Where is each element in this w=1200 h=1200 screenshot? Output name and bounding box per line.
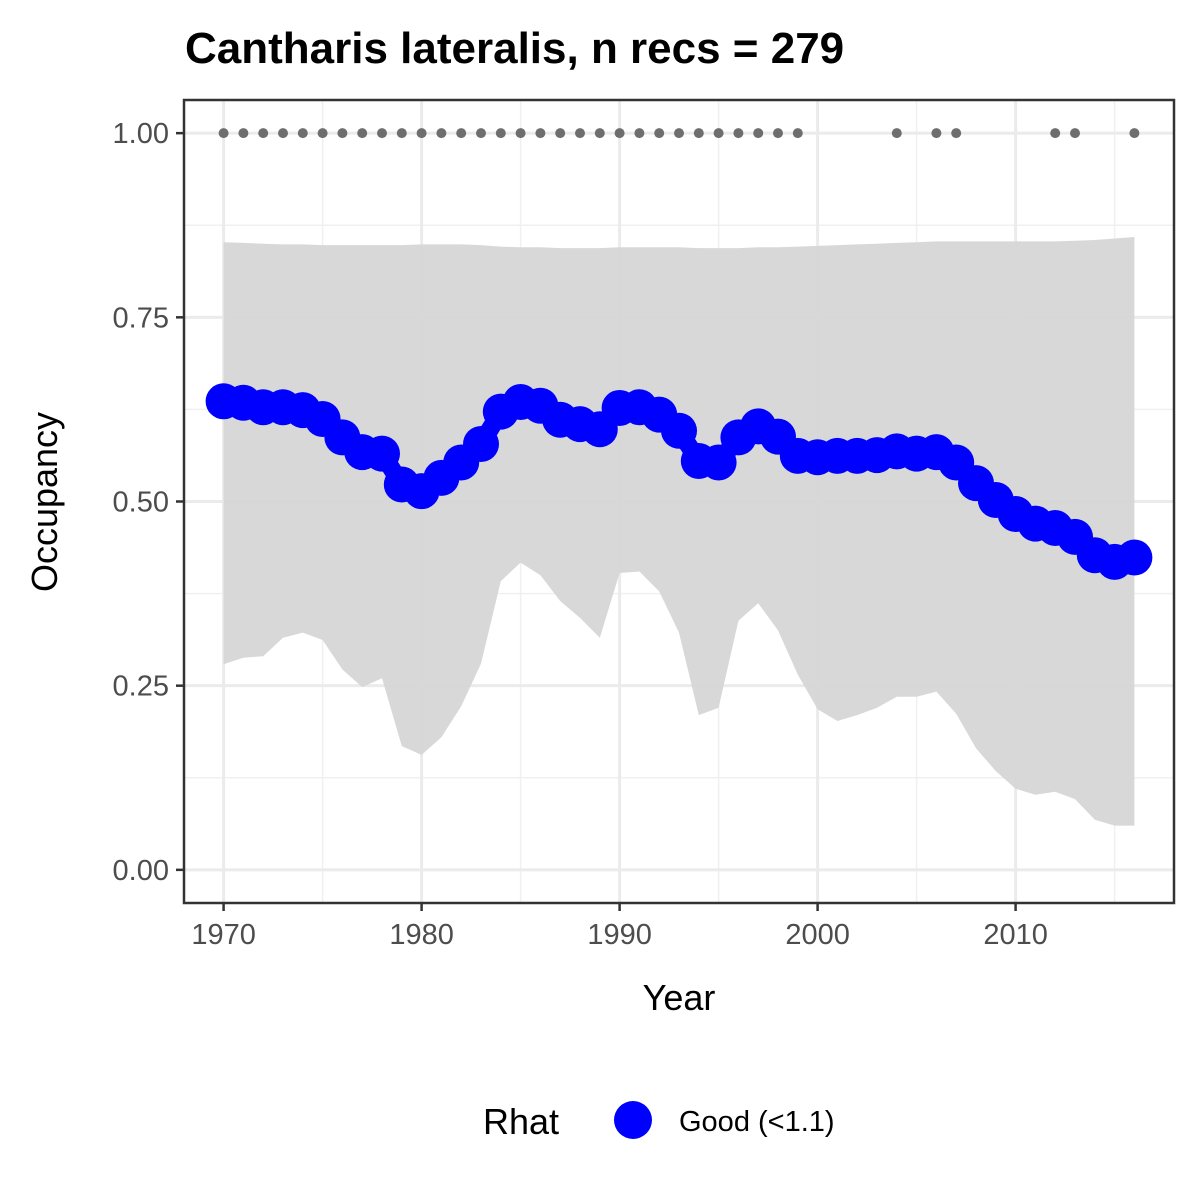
record-point [733,128,744,139]
record-point [317,128,328,139]
record-point [337,128,348,139]
legend-key-good [614,1101,652,1139]
chart-title: Cantharis lateralis, n recs = 279 [185,24,844,73]
y-tick-label: 0.75 [113,302,169,334]
record-point [594,128,605,139]
y-tick-label: 0.00 [113,855,169,887]
x-tick-label: 1990 [587,919,652,951]
record-point [258,128,269,139]
record-point [773,128,783,139]
y-tick-label: 1.00 [113,118,169,150]
occupancy-point [661,412,697,449]
record-point [931,128,942,139]
record-point [495,128,506,139]
record-point [535,128,546,139]
record-point [555,128,566,139]
record-point [396,128,407,139]
record-point [792,128,803,139]
y-axis-title: Occupancy [24,412,65,592]
record-point [674,128,684,139]
record-point [713,128,724,139]
x-axis-title: Year [643,977,716,1018]
record-point [416,128,427,139]
occupancy-point [463,426,499,463]
record-point [476,128,486,139]
plot-panel [182,98,1176,905]
x-axis: 1970 1980 1990 2000 2010 [191,903,1048,951]
record-point [377,128,387,139]
occupancy-point [364,435,400,472]
record-point [297,128,308,139]
legend: Rhat Good (<1.1) [483,1101,835,1142]
record-point [515,128,526,139]
legend-label-good: Good (<1.1) [679,1106,835,1138]
x-tick-label: 1980 [389,919,454,951]
record-point [634,128,645,139]
x-tick-label: 2010 [983,919,1048,951]
record-point [693,128,704,139]
record-point [1129,128,1140,139]
occupancy-point [1116,539,1153,576]
record-point [238,128,249,139]
record-point [614,128,625,139]
record-point [218,128,229,139]
y-axis: 0.00 0.25 0.50 0.75 1.00 [113,118,184,887]
record-point [456,128,467,139]
record-point [753,128,764,139]
occupancy-point [700,444,737,481]
record-point [1070,128,1080,139]
legend-title: Rhat [483,1101,559,1142]
x-tick-label: 1970 [191,919,256,951]
x-tick-label: 2000 [785,919,850,951]
y-tick-label: 0.50 [113,487,169,519]
record-point [278,128,288,139]
credible-interval-ribbon [223,237,1135,826]
y-tick-label: 0.25 [113,671,169,703]
record-point [1050,128,1061,139]
record-point [654,128,665,139]
record-point [951,128,962,139]
record-point [891,128,902,139]
record-point [575,128,585,139]
record-point [436,128,447,139]
record-point [357,128,368,139]
